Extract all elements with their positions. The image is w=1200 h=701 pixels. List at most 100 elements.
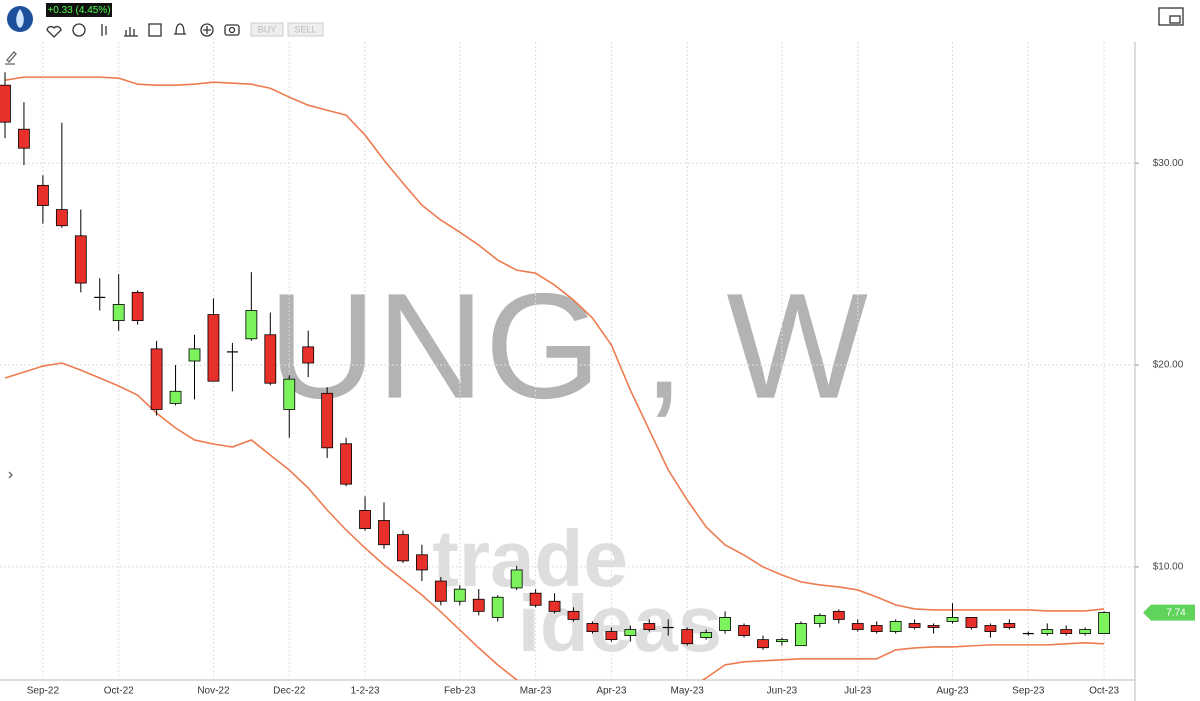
sell-button[interactable] — [287, 22, 324, 37]
plot — [0, 72, 1110, 680]
candle-body — [965, 617, 978, 628]
logo-watermark: trade — [432, 514, 628, 603]
band-line — [4, 76, 1105, 612]
logo-flame — [16, 9, 24, 28]
candle-body — [188, 348, 201, 362]
candle-body — [1041, 629, 1054, 634]
candle-body — [378, 520, 390, 546]
layout-icon[interactable] — [1158, 7, 1184, 26]
candle-body — [643, 623, 656, 630]
candle-body — [55, 209, 68, 227]
candle-body — [529, 592, 542, 606]
x-tick-label: Oct-22 — [104, 686, 134, 697]
change-badge — [46, 3, 112, 17]
y-tick-label: $20.00 — [1153, 360, 1184, 371]
candle-body — [832, 610, 845, 620]
candle-body — [870, 625, 883, 632]
candle-body — [453, 588, 466, 602]
candle-body — [302, 346, 315, 364]
candle-body — [586, 623, 599, 632]
price-tag — [1143, 604, 1195, 621]
candle-body — [207, 314, 220, 382]
candle-body — [245, 310, 258, 340]
logo-watermark: ideas — [518, 579, 723, 668]
candle-body — [681, 629, 694, 645]
candle-body — [340, 443, 353, 485]
add-icon[interactable] — [200, 23, 214, 37]
candle-icon[interactable] — [101, 24, 107, 36]
alert-icon[interactable] — [174, 23, 186, 35]
candle-body — [74, 235, 87, 284]
x-tick-label: Feb-23 — [444, 686, 476, 697]
x-tick-label: Nov-22 — [197, 686, 230, 697]
watch-icon[interactable] — [46, 25, 62, 38]
x-tick-label: Sep-22 — [27, 686, 60, 697]
candle-body — [738, 625, 750, 636]
candle-body — [264, 334, 277, 384]
candle-body — [719, 617, 731, 631]
candle-body — [813, 614, 826, 624]
candle-body — [927, 625, 940, 628]
candle-body — [18, 128, 30, 149]
x-tick-label: Dec-22 — [273, 686, 306, 697]
candle-body — [472, 598, 485, 612]
bars-icon[interactable] — [124, 27, 138, 37]
camera-icon[interactable] — [224, 24, 240, 36]
candle-body — [510, 569, 523, 589]
x-tick-label: Sep-23 — [1012, 686, 1045, 697]
buy-button[interactable] — [250, 22, 284, 37]
candle-body — [112, 304, 125, 322]
candle-body — [548, 600, 561, 612]
x-tick-label: Mar-23 — [520, 686, 552, 697]
candle-body — [37, 184, 49, 206]
candle-body — [169, 390, 182, 404]
candle-body — [321, 392, 334, 449]
expand-icon[interactable] — [8, 471, 13, 479]
draw-icon[interactable] — [5, 51, 17, 65]
candle-body — [283, 378, 296, 410]
x-tick-label: Oct-23 — [1089, 686, 1119, 697]
candle-body — [757, 639, 769, 649]
y-tick-label: $30.00 — [1153, 158, 1184, 169]
candle-body — [889, 621, 902, 632]
candle-body — [908, 623, 921, 628]
grid — [0, 42, 1135, 680]
x-tick-label: 1-2-23 — [351, 686, 380, 697]
candle-body — [397, 534, 409, 562]
buy-label: BUY — [258, 24, 277, 34]
change-text: +0.33 (4.45%) — [47, 5, 110, 16]
x-tick-label: Apr-23 — [596, 686, 626, 697]
candle-body — [624, 629, 637, 636]
candle-body — [776, 639, 788, 643]
candle-body — [131, 291, 144, 322]
download-icon[interactable] — [148, 23, 162, 37]
toolbar: +0.33 (4.45%) BUY SELL — [5, 3, 1184, 479]
history-icon[interactable] — [72, 23, 86, 37]
candle-body — [700, 632, 713, 639]
candle-body — [0, 84, 11, 123]
candle-body — [851, 623, 864, 630]
candle-body — [415, 554, 428, 571]
candle-body — [434, 580, 447, 602]
sell-label: SELL — [294, 24, 316, 34]
y-tick-label: $10.00 — [1153, 562, 1184, 573]
price-tag-label: 7.74 — [1166, 608, 1186, 619]
candle-body — [795, 623, 807, 647]
candle-body — [946, 617, 959, 622]
x-tick-label: May-23 — [671, 686, 705, 697]
candle-body — [567, 610, 580, 620]
candle-body — [150, 348, 163, 410]
candle-body — [1003, 623, 1016, 628]
x-tick-label: Jun-23 — [767, 686, 798, 697]
candle-body — [1098, 612, 1110, 634]
x-tick-label: Aug-23 — [936, 686, 969, 697]
candle-body — [491, 596, 504, 618]
band-line — [4, 362, 1105, 680]
candle-body — [1060, 629, 1073, 634]
symbol-watermark: UNG , W — [268, 262, 868, 430]
x-tick-label: Jul-23 — [844, 686, 872, 697]
axes: $10.00 $20.00 $30.00 Sep-22 Oct-22 Nov-22 Dec-… — [27, 158, 1195, 697]
candle-body — [359, 510, 371, 529]
